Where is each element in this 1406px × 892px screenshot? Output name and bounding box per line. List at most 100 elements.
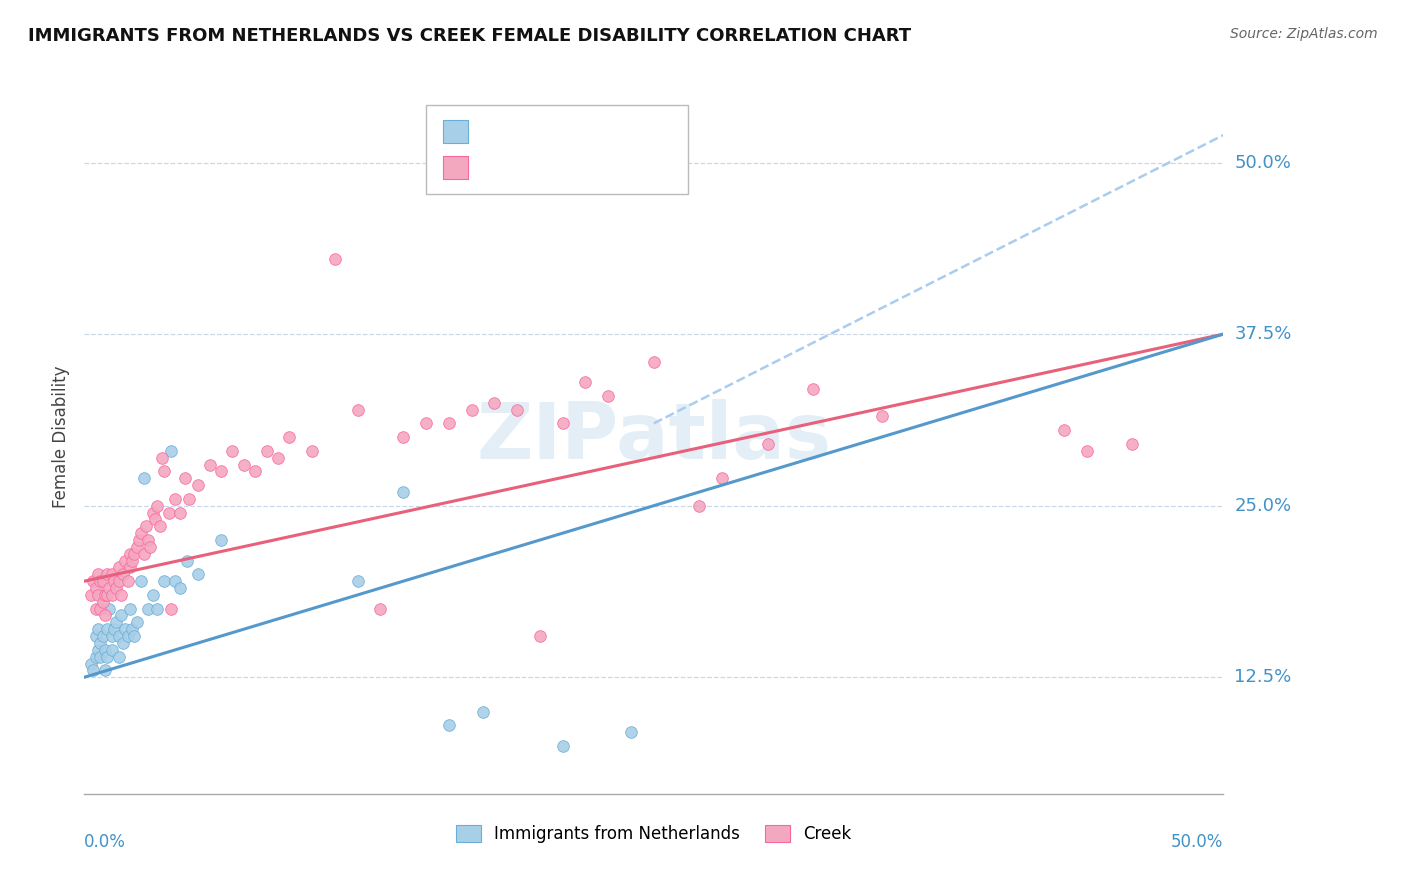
Point [148, 519, 170, 533]
Point [139, 540, 162, 554]
Point [267, 450, 290, 465]
Point [107, 649, 129, 664]
Point [1076, 443, 1098, 458]
Point [91, 629, 114, 643]
Point [245, 464, 267, 478]
Point [87, 642, 110, 657]
Point [346, 402, 368, 417]
Point [221, 443, 243, 458]
Point [94, 664, 117, 678]
Point [574, 375, 596, 389]
Text: R = 0.468   N = 46: R = 0.468 N = 46 [475, 123, 645, 141]
Point [84, 581, 107, 595]
Point [132, 547, 155, 561]
Point [157, 506, 180, 520]
Point [146, 601, 169, 615]
Point [107, 574, 129, 589]
Text: ZIPatlas: ZIPatlas [477, 399, 831, 475]
Point [125, 540, 148, 554]
Point [94, 608, 117, 623]
Point [142, 506, 165, 520]
Point [173, 471, 195, 485]
Point [160, 601, 183, 615]
Point [301, 443, 323, 458]
Point [146, 499, 169, 513]
Point [112, 636, 135, 650]
Point [121, 622, 143, 636]
Point [128, 533, 150, 547]
Point [100, 629, 122, 643]
Point [143, 512, 166, 526]
Point [94, 642, 117, 657]
Point [96, 567, 118, 582]
Point [160, 443, 183, 458]
Text: Source: ZipAtlas.com: Source: ZipAtlas.com [1230, 27, 1378, 41]
Point [198, 458, 221, 472]
Point [135, 519, 157, 533]
Point [80, 657, 103, 671]
Point [711, 471, 734, 485]
Point [278, 430, 301, 444]
Point [169, 581, 191, 595]
Point [110, 588, 132, 602]
Point [136, 533, 159, 547]
Point [84, 649, 107, 664]
Point [187, 567, 209, 582]
Point [209, 464, 232, 478]
Point [125, 615, 148, 630]
Point [131, 526, 153, 541]
Point [346, 574, 368, 589]
Point [82, 664, 104, 678]
Point [105, 581, 128, 595]
Point [142, 588, 165, 602]
Point [392, 430, 415, 444]
Point [96, 622, 118, 636]
Text: IMMIGRANTS FROM NETHERLANDS VS CREEK FEMALE DISABILITY CORRELATION CHART: IMMIGRANTS FROM NETHERLANDS VS CREEK FEM… [28, 27, 911, 45]
Point [96, 588, 118, 602]
Point [114, 553, 136, 567]
Point [100, 567, 122, 582]
Point [437, 718, 460, 732]
Point [176, 553, 198, 567]
Point [437, 417, 460, 431]
Point [89, 601, 111, 615]
Point [551, 739, 574, 753]
Point [118, 560, 141, 574]
Point [232, 458, 254, 472]
Text: 37.5%: 37.5% [1234, 326, 1292, 343]
Point [89, 649, 111, 664]
Text: 0.0%: 0.0% [84, 833, 127, 851]
Point [598, 389, 620, 403]
Point [415, 417, 437, 431]
Point [91, 595, 114, 609]
Point [107, 629, 129, 643]
Point [124, 629, 146, 643]
FancyBboxPatch shape [443, 120, 468, 143]
Point [132, 471, 155, 485]
Point [620, 725, 643, 739]
Point [370, 601, 392, 615]
Point [100, 588, 122, 602]
FancyBboxPatch shape [426, 105, 688, 194]
Text: 50.0%: 50.0% [1171, 833, 1223, 851]
FancyBboxPatch shape [443, 156, 468, 178]
Point [506, 402, 529, 417]
Point [551, 417, 574, 431]
Point [84, 629, 107, 643]
Point [460, 402, 482, 417]
Point [484, 396, 506, 410]
Point [209, 533, 232, 547]
Point [153, 574, 176, 589]
Point [121, 553, 143, 567]
Point [98, 601, 121, 615]
Y-axis label: Female Disability: Female Disability [52, 366, 70, 508]
Point [870, 409, 893, 424]
Point [256, 443, 278, 458]
Point [91, 574, 114, 589]
Point [87, 622, 110, 636]
Point [80, 588, 103, 602]
Point [87, 567, 110, 582]
Text: R = 0.565   N = 80: R = 0.565 N = 80 [475, 159, 659, 177]
Point [1053, 423, 1076, 437]
Point [105, 615, 128, 630]
